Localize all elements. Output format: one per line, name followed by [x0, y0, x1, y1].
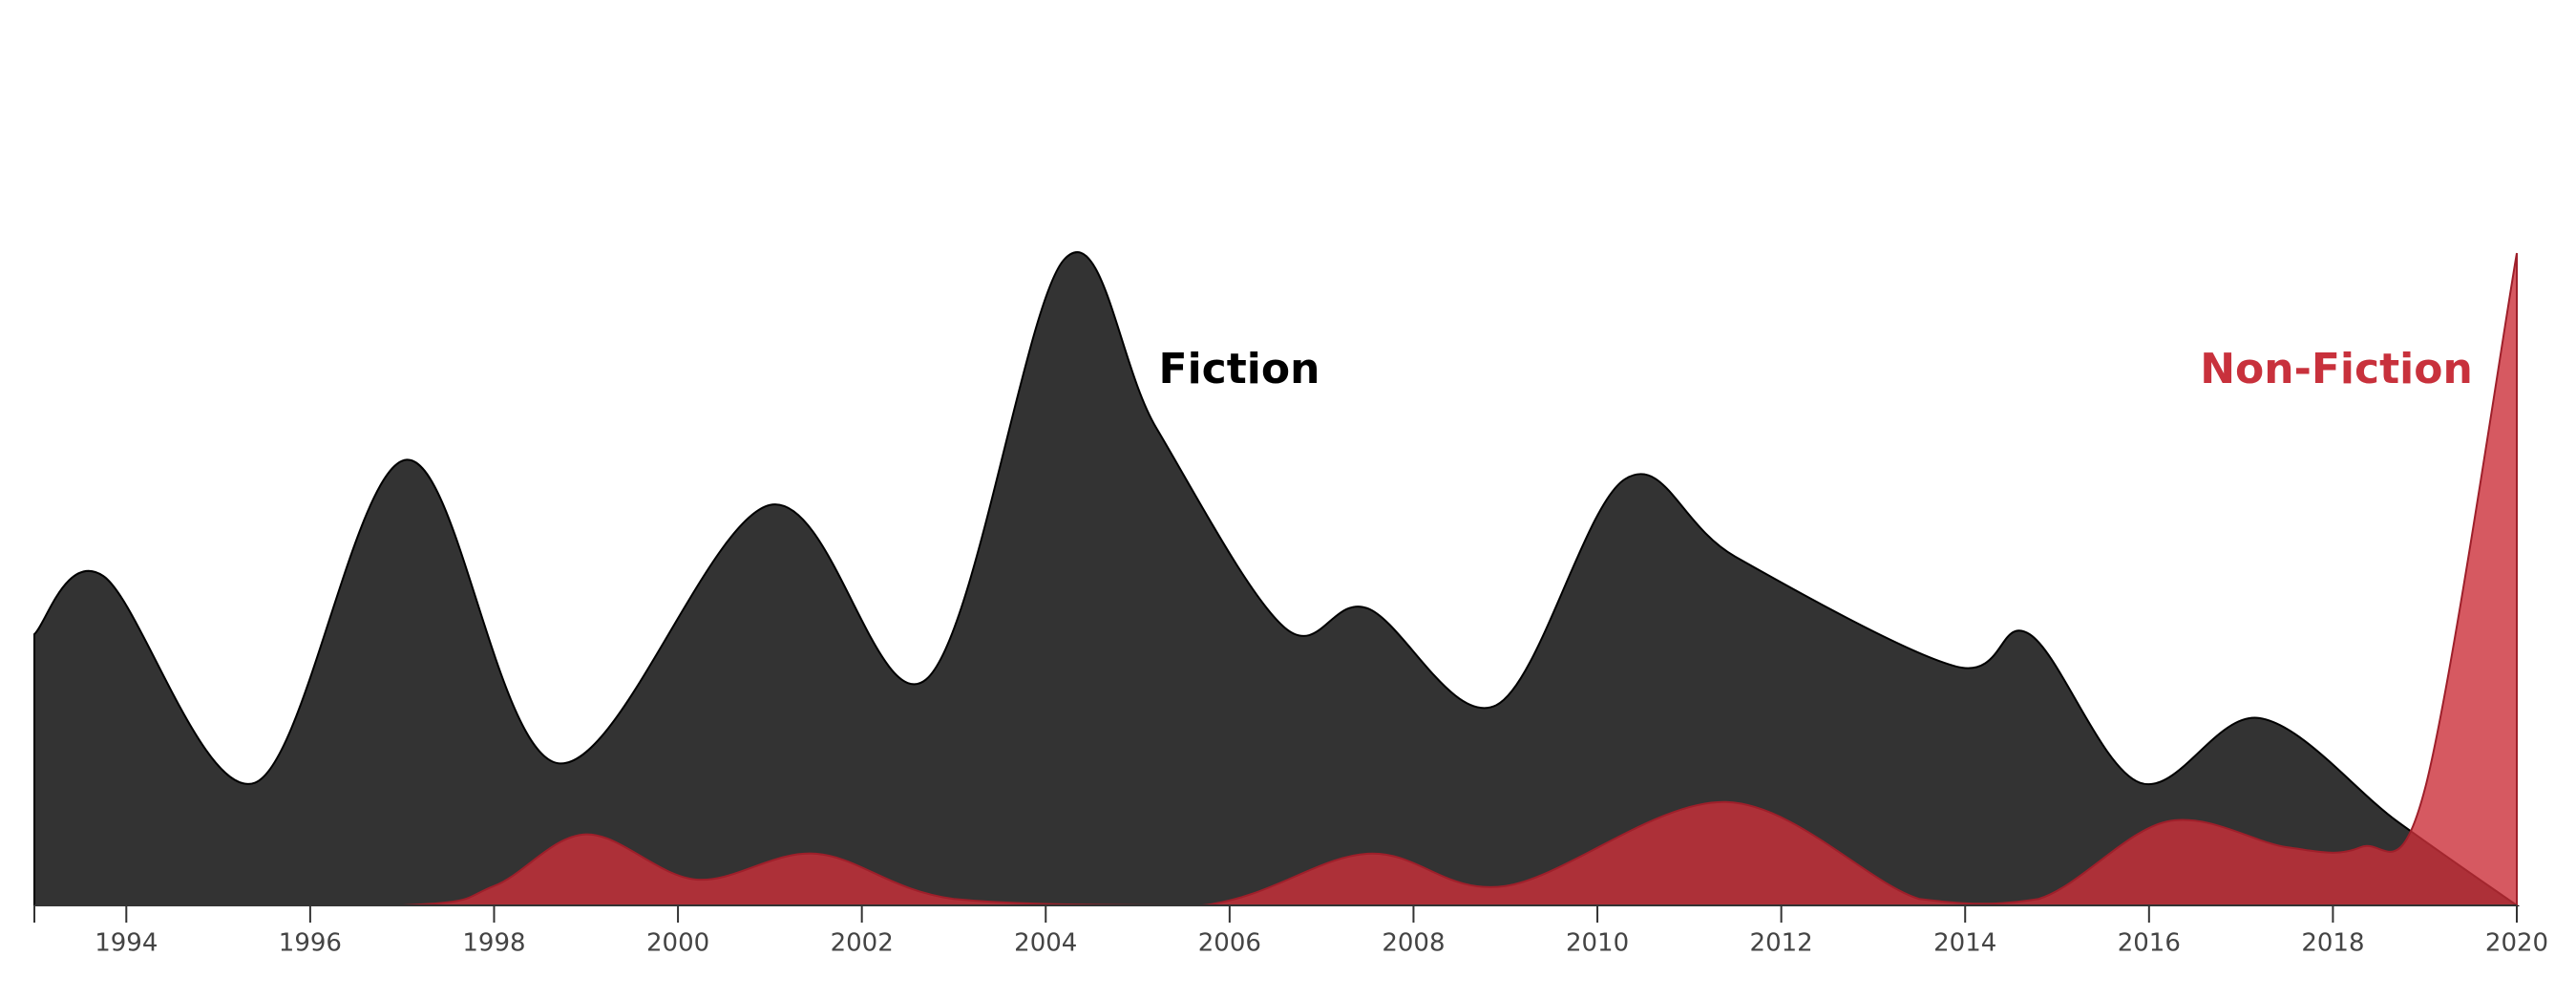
- x-tick-label: 1996: [279, 929, 342, 958]
- x-tick-label: 2010: [1566, 929, 1629, 958]
- area: [33, 251, 2521, 906]
- areas: [33, 251, 2521, 907]
- x-tick-label: 2018: [2301, 929, 2364, 958]
- nonfiction-label: Non-Fiction: [2200, 345, 2473, 393]
- x-tick-label: 2004: [1014, 929, 1077, 958]
- x-tick-label: 2012: [1750, 929, 1813, 958]
- x-tick-label: 2014: [1933, 929, 1996, 958]
- x-tick-label: 1994: [95, 929, 158, 958]
- x-tick-label: 2008: [1382, 929, 1445, 958]
- x-tick-label: 2000: [646, 929, 709, 958]
- fiction-label: Fiction: [1159, 345, 1320, 393]
- x-tick-label: 2020: [2485, 929, 2548, 958]
- x-tick-label: 2016: [2118, 929, 2181, 958]
- x-tick-label: 2002: [831, 929, 894, 958]
- x-tick-label: 2006: [1198, 929, 1261, 958]
- area: [34, 252, 2518, 907]
- x-tick-label: 1998: [462, 929, 525, 958]
